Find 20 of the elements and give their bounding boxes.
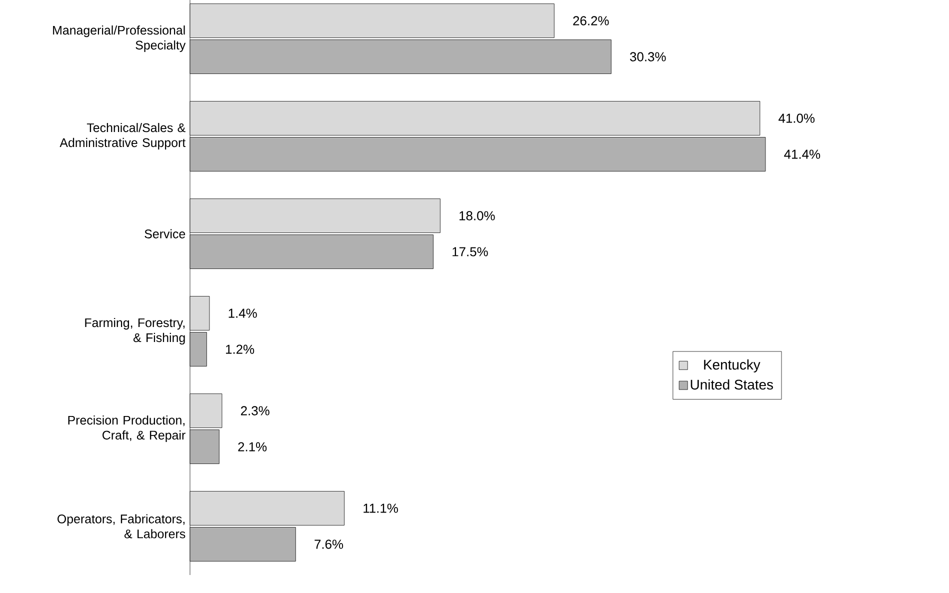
data-label: 18.0%	[460, 211, 495, 220]
data-label: 1.2%	[226, 344, 254, 354]
y-tick-label: Farming, Forestry, & Fishing	[85, 318, 185, 345]
data-label: 2.1%	[238, 442, 267, 452]
data-label: 1.4%	[228, 308, 257, 318]
y-tick-label: Service	[144, 229, 186, 238]
data-label: 7.6%	[314, 540, 344, 549]
data-label: 11.1%	[364, 504, 398, 513]
y-tick-label: Precision Production, Craft, & Repair	[68, 415, 186, 442]
data-label: 30.3%	[630, 52, 666, 62]
data-label: 41.0%	[778, 114, 815, 123]
y-tick-label: Technical/Sales & Administrative Support	[60, 122, 186, 150]
legend-label: Kentucky	[704, 359, 760, 372]
data-label: 17.5%	[452, 247, 488, 256]
y-tick-label: Operators, Fabricators, & Laborers	[58, 514, 186, 538]
data-label: 2.3%	[240, 406, 270, 416]
y-tick-label: Managerial/Professional Specialty	[53, 25, 186, 52]
legend-label: United States	[690, 379, 774, 390]
data-label: 26.2%	[573, 16, 609, 26]
data-label: 41.4%	[784, 150, 820, 159]
